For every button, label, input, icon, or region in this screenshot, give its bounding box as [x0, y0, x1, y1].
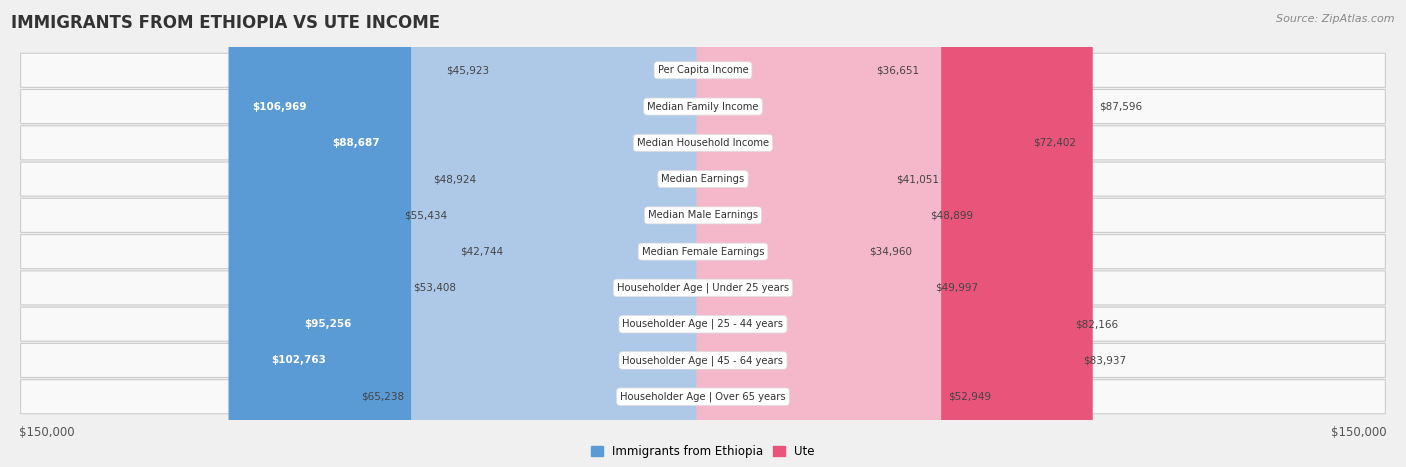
- Text: Householder Age | 45 - 64 years: Householder Age | 45 - 64 years: [623, 355, 783, 366]
- Text: Median Family Income: Median Family Income: [647, 101, 759, 112]
- FancyBboxPatch shape: [21, 234, 1385, 269]
- FancyBboxPatch shape: [696, 0, 1069, 467]
- FancyBboxPatch shape: [696, 0, 924, 467]
- Text: Householder Age | Under 25 years: Householder Age | Under 25 years: [617, 283, 789, 293]
- FancyBboxPatch shape: [21, 343, 1385, 377]
- Text: $83,937: $83,937: [1083, 355, 1126, 366]
- Text: Median Earnings: Median Earnings: [661, 174, 745, 184]
- Text: $36,651: $36,651: [876, 65, 920, 75]
- FancyBboxPatch shape: [21, 53, 1385, 87]
- FancyBboxPatch shape: [308, 0, 710, 467]
- Text: Householder Age | 25 - 44 years: Householder Age | 25 - 44 years: [623, 319, 783, 329]
- Text: Householder Age | Over 65 years: Householder Age | Over 65 years: [620, 391, 786, 402]
- Text: $42,744: $42,744: [460, 247, 503, 257]
- Text: Per Capita Income: Per Capita Income: [658, 65, 748, 75]
- Text: Median Household Income: Median Household Income: [637, 138, 769, 148]
- FancyBboxPatch shape: [21, 90, 1385, 124]
- FancyBboxPatch shape: [280, 0, 710, 467]
- FancyBboxPatch shape: [696, 0, 1092, 467]
- FancyBboxPatch shape: [229, 0, 710, 467]
- Text: Source: ZipAtlas.com: Source: ZipAtlas.com: [1277, 14, 1395, 24]
- FancyBboxPatch shape: [696, 0, 928, 467]
- Text: $41,051: $41,051: [896, 174, 939, 184]
- Text: $52,949: $52,949: [948, 392, 991, 402]
- FancyBboxPatch shape: [247, 0, 710, 467]
- FancyBboxPatch shape: [696, 0, 1077, 467]
- FancyBboxPatch shape: [21, 380, 1385, 414]
- FancyBboxPatch shape: [482, 0, 710, 467]
- Text: Median Female Earnings: Median Female Earnings: [641, 247, 765, 257]
- FancyBboxPatch shape: [696, 0, 889, 467]
- FancyBboxPatch shape: [696, 0, 870, 467]
- Legend: Immigrants from Ethiopia, Ute: Immigrants from Ethiopia, Ute: [586, 440, 820, 463]
- Text: $82,166: $82,166: [1076, 319, 1119, 329]
- FancyBboxPatch shape: [463, 0, 710, 467]
- FancyBboxPatch shape: [411, 0, 710, 467]
- Text: $48,924: $48,924: [433, 174, 475, 184]
- FancyBboxPatch shape: [696, 0, 862, 467]
- FancyBboxPatch shape: [21, 198, 1385, 233]
- FancyBboxPatch shape: [454, 0, 710, 467]
- Text: $34,960: $34,960: [869, 247, 912, 257]
- Text: $48,899: $48,899: [929, 210, 973, 220]
- Text: $55,434: $55,434: [405, 210, 447, 220]
- Text: $88,687: $88,687: [333, 138, 380, 148]
- FancyBboxPatch shape: [696, 0, 941, 467]
- Text: $87,596: $87,596: [1099, 101, 1143, 112]
- FancyBboxPatch shape: [509, 0, 710, 467]
- Text: Median Male Earnings: Median Male Earnings: [648, 210, 758, 220]
- Text: $53,408: $53,408: [413, 283, 457, 293]
- FancyBboxPatch shape: [21, 162, 1385, 196]
- Text: $65,238: $65,238: [361, 392, 405, 402]
- Text: IMMIGRANTS FROM ETHIOPIA VS UTE INCOME: IMMIGRANTS FROM ETHIOPIA VS UTE INCOME: [11, 14, 440, 32]
- Text: $72,402: $72,402: [1033, 138, 1076, 148]
- FancyBboxPatch shape: [21, 126, 1385, 160]
- Text: $106,969: $106,969: [253, 101, 307, 112]
- Text: $45,923: $45,923: [446, 65, 489, 75]
- FancyBboxPatch shape: [495, 0, 710, 467]
- FancyBboxPatch shape: [696, 0, 1026, 467]
- FancyBboxPatch shape: [21, 271, 1385, 305]
- Text: $95,256: $95,256: [304, 319, 352, 329]
- Text: $49,997: $49,997: [935, 283, 979, 293]
- FancyBboxPatch shape: [21, 307, 1385, 341]
- Text: $102,763: $102,763: [271, 355, 326, 366]
